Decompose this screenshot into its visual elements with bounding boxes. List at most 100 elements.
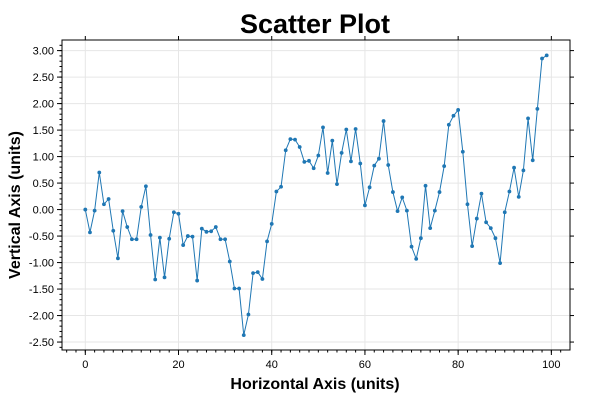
data-point (344, 127, 349, 132)
data-point (260, 277, 265, 281)
data-point (157, 235, 162, 240)
y-tick-label: 1.00 (33, 152, 54, 164)
data-point (521, 168, 526, 173)
x-tick-label: 100 (542, 359, 560, 371)
data-point (241, 333, 246, 338)
data-point (451, 113, 456, 118)
data-point (460, 149, 465, 154)
data-point (171, 210, 176, 215)
data-point (488, 226, 493, 231)
data-point (367, 185, 372, 190)
data-point (255, 270, 260, 275)
chart-title: Scatter Plot (240, 9, 390, 39)
data-point (498, 261, 502, 265)
data-point (516, 194, 521, 199)
data-point (535, 106, 540, 111)
data-point (349, 159, 353, 164)
data-point (423, 183, 428, 188)
data-point (167, 236, 172, 241)
data-point (102, 202, 106, 207)
data-point (484, 220, 489, 225)
data-point (143, 184, 148, 189)
series-layer (83, 53, 549, 338)
data-point (265, 239, 269, 244)
data-point (400, 195, 405, 200)
x-tick-label: 20 (172, 359, 184, 371)
data-point (88, 230, 92, 235)
x-axis-label: Horizontal Axis (units) (230, 376, 399, 393)
data-point (307, 158, 311, 163)
data-point (106, 197, 111, 201)
data-point (195, 278, 200, 283)
data-point (246, 312, 251, 317)
plot-frame (61, 39, 571, 351)
data-point (544, 53, 549, 58)
data-point (209, 229, 214, 234)
data-point (125, 225, 130, 229)
data-point (414, 256, 419, 261)
data-point (269, 221, 274, 226)
y-tick-label: 1.50 (33, 125, 54, 137)
data-point (325, 171, 330, 175)
data-point (274, 189, 279, 194)
data-point (148, 233, 153, 237)
data-point (390, 190, 395, 194)
data-point (232, 286, 237, 291)
data-point (353, 127, 358, 131)
data-point (437, 190, 442, 194)
data-point (502, 210, 507, 215)
y-tick-label: -0.50 (29, 231, 54, 243)
data-point (176, 211, 181, 216)
data-point (153, 277, 158, 282)
data-point (377, 156, 381, 161)
data-point (339, 150, 344, 155)
data-point (418, 236, 423, 241)
y-tick-label: 2.50 (33, 72, 54, 84)
y-tick-label: -2.50 (29, 337, 54, 349)
data-point (218, 237, 223, 242)
data-point (120, 209, 125, 214)
data-point (335, 182, 339, 187)
y-tick-label: 2.00 (33, 99, 54, 111)
data-point (316, 153, 321, 158)
data-point (540, 56, 544, 61)
data-point (237, 286, 242, 291)
data-point (465, 202, 470, 207)
data-point (288, 137, 293, 141)
data-point (428, 226, 433, 231)
y-axis-label: Vertical Axis (units) (7, 131, 24, 279)
data-point (302, 159, 307, 164)
data-point (213, 225, 218, 229)
data-point (409, 244, 414, 249)
data-point (358, 161, 363, 166)
data-point (223, 237, 228, 242)
data-point (446, 122, 451, 127)
data-point (311, 166, 316, 171)
data-point (116, 256, 120, 261)
data-point (293, 137, 297, 142)
data-point (321, 125, 325, 130)
data-point (97, 170, 102, 175)
data-point (363, 203, 367, 208)
series-line (84, 54, 547, 336)
data-point (512, 165, 516, 170)
data-point (404, 208, 409, 213)
data-point (474, 216, 479, 221)
y-tick-label: -1.00 (29, 258, 54, 270)
data-point (162, 275, 167, 280)
y-tick-label: -1.50 (29, 284, 54, 296)
data-point (199, 226, 204, 231)
x-tick-label: 80 (452, 359, 464, 371)
data-point (227, 259, 232, 264)
data-point (134, 237, 139, 242)
x-tick-label: 60 (359, 359, 371, 371)
data-point (330, 138, 335, 143)
data-point (111, 228, 116, 233)
data-point (432, 208, 437, 213)
x-tick-label: 40 (266, 359, 278, 371)
data-point (479, 191, 484, 196)
data-point (456, 108, 461, 112)
data-point (92, 208, 97, 213)
data-point (395, 209, 400, 214)
